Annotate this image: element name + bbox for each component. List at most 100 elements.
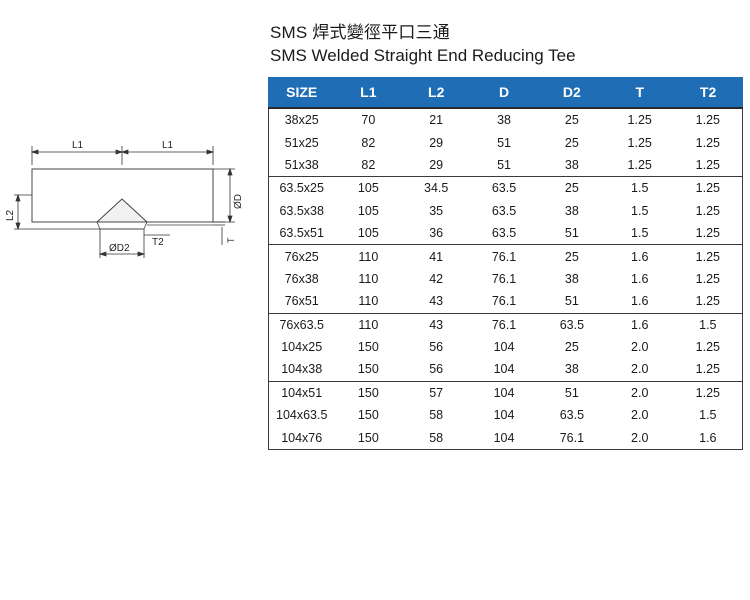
cell-d2: 25 (537, 244, 606, 268)
cell-l1: 150 (334, 380, 403, 405)
cell-l2: 42 (429, 271, 444, 286)
cell-t2: 1.25 (673, 176, 743, 200)
cell-d2: 63.5 (559, 408, 585, 423)
table-row: 51x25 82 29 51 25 1.25 1.25 (268, 131, 743, 154)
cell-l1: 110 (358, 271, 379, 286)
arrow-l2-bottom (15, 222, 21, 231)
cell-size: 104x51 (268, 380, 335, 405)
cell-t2: 1.25 (673, 290, 743, 314)
cell-t2: 1.25 (673, 335, 743, 359)
cell-size: 76x38 (268, 267, 335, 291)
cell-t: 1.5 (631, 203, 649, 218)
cell-t: 1.5 (631, 226, 649, 241)
cell-t: 2.0 (631, 408, 649, 423)
label-l1-right: L1 (162, 140, 174, 151)
tee-technical-drawing: L1 L1 ØD T L2 ØD2 T2 (5, 140, 244, 258)
table-row: 38x25 70 21 38 25 1.25 1.25 (268, 107, 743, 132)
cell-d: 51 (497, 157, 511, 172)
table-row: 104x38 150 56 104 38 2.0 1.25 (268, 358, 743, 382)
cell-l2: 29 (429, 135, 444, 150)
cell-d2: 51 (537, 380, 606, 405)
branch-cone (95, 198, 149, 223)
cell-size: 38x25 (268, 107, 335, 132)
cell-t: 1.6 (605, 244, 674, 268)
cell-d2: 51 (564, 294, 579, 309)
cell-d2: 25 (537, 176, 606, 200)
cell-l2: 43 (402, 312, 471, 336)
cell-l2: 21 (402, 107, 471, 132)
cell-d: 104 (470, 380, 538, 405)
cell-size: 51x38 (268, 153, 335, 177)
cell-l1: 105 (334, 176, 403, 200)
arrow-l2-top (15, 193, 21, 202)
table-row: 63.5x51 105 36 63.5 51 1.5 1.25 (268, 221, 743, 245)
arrow-l1-midright (120, 149, 129, 155)
cell-size: 76x25 (268, 244, 335, 268)
cell-d: 104 (493, 362, 515, 377)
cell-d: 104 (470, 426, 538, 450)
cell-d: 63.5 (470, 176, 538, 200)
table-row: 104x51 150 57 104 51 2.0 1.25 (268, 380, 743, 405)
cell-t2: 1.25 (673, 107, 743, 132)
cell-l1: 105 (357, 203, 379, 218)
arrow-l1-midleft (115, 149, 124, 155)
cell-d: 76.1 (470, 312, 538, 336)
cell-l1: 150 (357, 362, 379, 377)
arrow-d-top (227, 167, 233, 176)
cell-d: 104 (493, 340, 515, 355)
cell-l1: 110 (358, 294, 379, 309)
cell-t2: 1.25 (673, 199, 743, 222)
cell-l1: 110 (334, 312, 403, 336)
cell-t: 1.6 (631, 294, 649, 309)
cell-t2: 1.5 (673, 404, 743, 427)
cell-t: 1.5 (605, 176, 674, 200)
cell-size: 63.5x38 (268, 199, 335, 222)
table-row: 63.5x25 105 34.5 63.5 25 1.5 1.25 (268, 176, 743, 200)
cell-t: 1.6 (605, 312, 674, 336)
cell-t: 1.25 (605, 107, 674, 132)
label-t: T (226, 237, 236, 243)
cell-d: 76.1 (491, 271, 517, 286)
cell-t: 2.0 (605, 426, 674, 450)
cell-d: 104 (493, 408, 515, 423)
table-row: 104x63.5 150 58 104 63.5 2.0 1.5 (268, 404, 743, 427)
title-english: SMS Welded Straight End Reducing Tee (270, 46, 576, 65)
title-block: SMS 焊式變徑平口三通 SMS Welded Straight End Red… (270, 22, 576, 67)
cell-l2: 41 (402, 244, 471, 268)
cell-t: 2.0 (605, 380, 674, 405)
cell-l1: 110 (334, 244, 403, 268)
title-chinese: SMS 焊式變徑平口三通 (270, 23, 450, 42)
cell-l1: 82 (361, 135, 376, 150)
table-row: 63.5x38 105 35 63.5 38 1.5 1.25 (268, 199, 743, 222)
branch-right-wall (143, 221, 148, 230)
cell-l2: 35 (429, 203, 444, 218)
cell-d: 63.5 (491, 203, 517, 218)
cell-d2: 63.5 (537, 312, 606, 336)
cell-t2: 1.25 (673, 153, 743, 177)
specification-table: SIZE L1 L2 D D2 T T2 38x25 70 21 38 25 1.25 1.… (268, 77, 743, 450)
cell-l1: 150 (334, 426, 403, 450)
cell-d2: 25 (537, 107, 606, 132)
cell-l2: 29 (429, 157, 444, 172)
arrow-d-bottom (227, 215, 233, 224)
header-d2: D2 (537, 77, 606, 109)
cell-l2: 36 (429, 226, 444, 241)
cell-size: 51x25 (268, 131, 335, 154)
cell-d2: 76.1 (537, 426, 606, 450)
cell-size: 63.5x51 (268, 221, 335, 245)
header-l2: L2 (402, 77, 471, 109)
table-row: 76x38 110 42 76.1 38 1.6 1.25 (268, 267, 743, 291)
cell-d2: 38 (564, 157, 579, 172)
cell-d2: 38 (564, 271, 579, 286)
cell-size: 63.5x25 (268, 176, 335, 200)
cell-t2: 1.25 (673, 380, 743, 405)
cell-t2: 1.25 (673, 358, 743, 382)
cell-l1: 82 (361, 157, 376, 172)
label-d: ØD (233, 194, 244, 209)
table-row: 76x25 110 41 76.1 25 1.6 1.25 (268, 244, 743, 268)
arrow-d2-left (98, 251, 107, 257)
cell-size: 104x76 (268, 426, 335, 450)
cell-l1: 150 (357, 408, 379, 423)
branch-left-wall (96, 221, 101, 230)
cell-t: 1.25 (627, 157, 652, 172)
